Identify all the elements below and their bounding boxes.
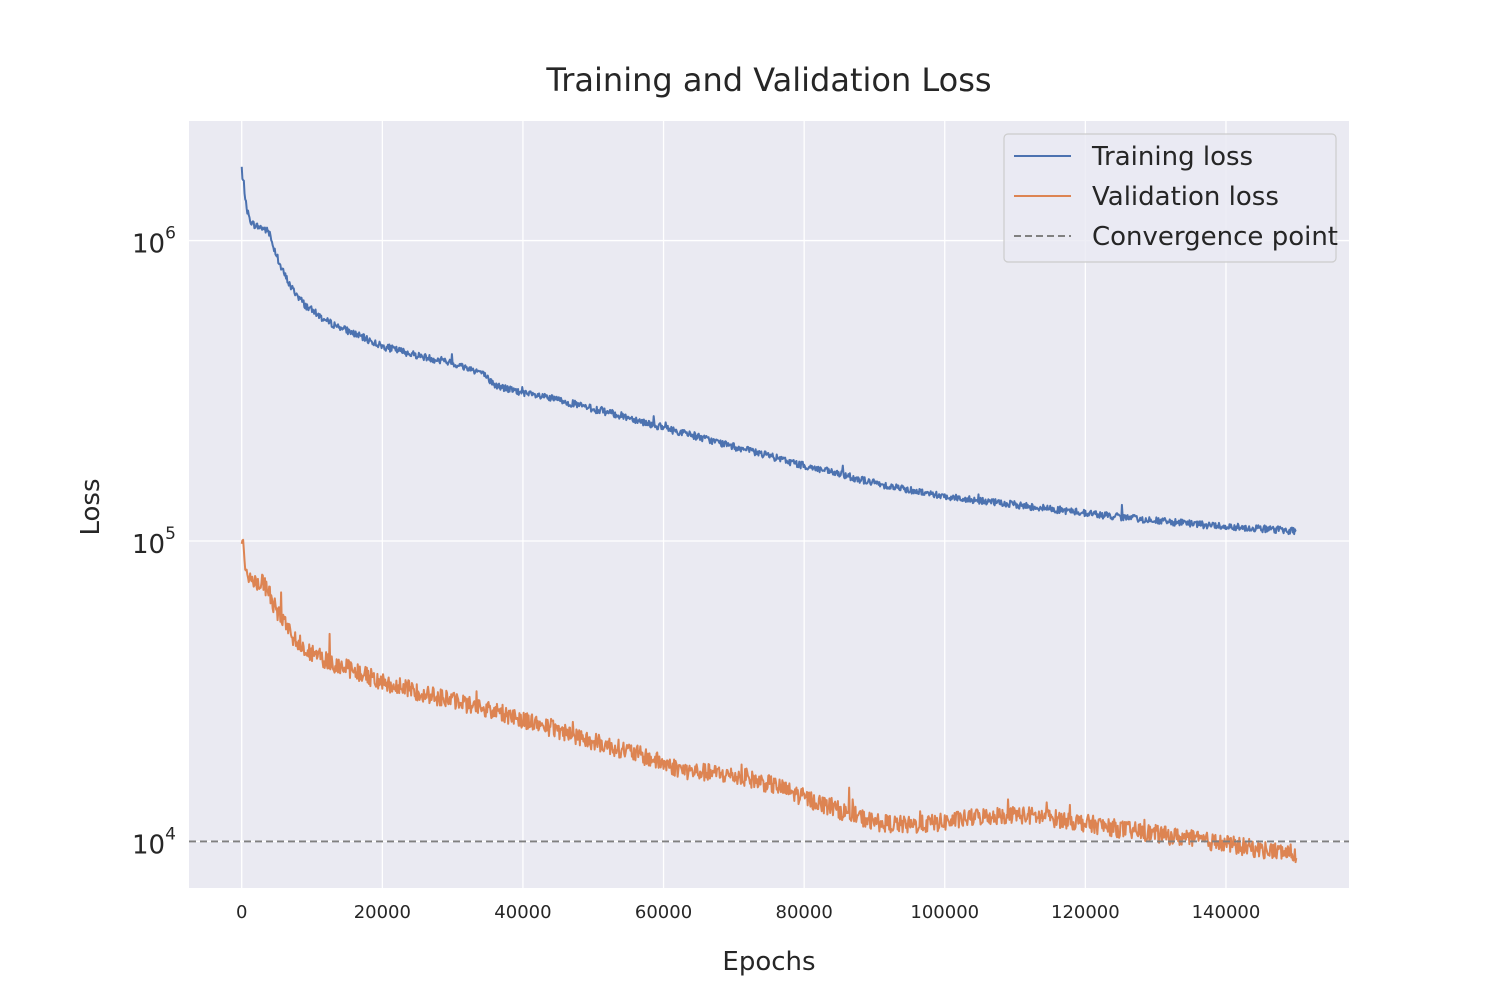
y-axis-label: Loss — [76, 478, 106, 535]
x-tick-label: 60000 — [635, 902, 692, 923]
legend-label-validation: Validation loss — [1092, 182, 1279, 212]
x-tick-label: 80000 — [776, 902, 833, 923]
y-tick-labels: 104 105 106 — [132, 224, 176, 861]
chart-title: Training and Validation Loss — [545, 61, 991, 99]
series-line-validation — [240, 538, 1298, 864]
x-tick-label: 120000 — [1051, 902, 1120, 923]
y-tick-label: 105 — [132, 524, 176, 560]
y-tick-label: 106 — [132, 224, 176, 260]
legend-box — [1003, 133, 1337, 263]
x-tick-label: 20000 — [354, 902, 411, 923]
x-tick-labels: 0 20000 40000 60000 80000 100000 120000 140000 — [236, 902, 1260, 923]
legend-label-convergence: Convergence point — [1092, 222, 1338, 252]
x-tick-label: 100000 — [910, 902, 979, 923]
series-layer — [189, 166, 1349, 864]
x-tick-label: 0 — [236, 902, 247, 923]
x-tick-label: 40000 — [494, 902, 551, 923]
x-axis-label: Epochs — [722, 947, 815, 977]
x-tick-label: 140000 — [1192, 902, 1261, 923]
y-tick-label: 104 — [132, 824, 176, 860]
legend: Training loss Validation loss Convergenc… — [1003, 133, 1338, 263]
series-line-training — [240, 166, 1297, 536]
legend-label-training: Training loss — [1091, 142, 1253, 172]
